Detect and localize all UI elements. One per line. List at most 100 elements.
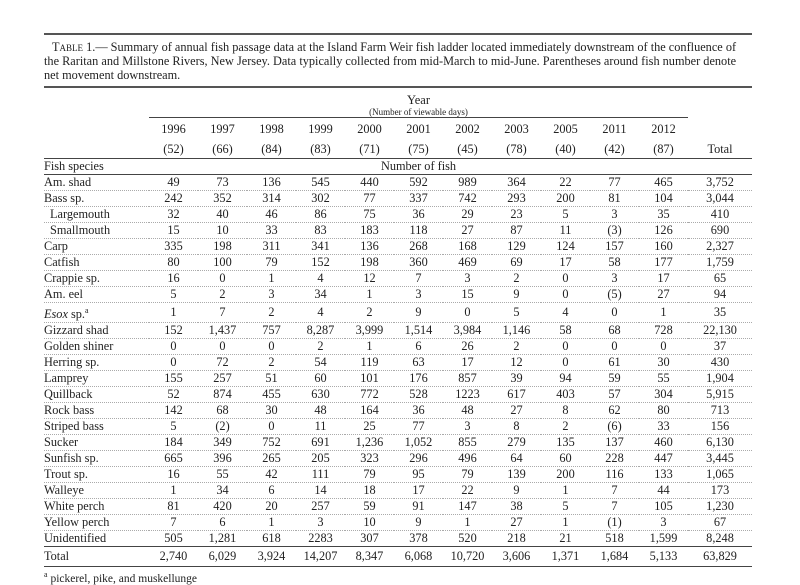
fish-count-cell: 105 (639, 498, 689, 516)
table-row: Golden shiner 0 0 0 2 1 6 26 2 0 0 0 37 (44, 338, 753, 356)
fish-count-cell: 323 (345, 450, 394, 468)
fish-count-cell: 81 (149, 498, 198, 516)
fish-count-cell: 0 (149, 338, 198, 356)
table-row: Am. eel 5 2 3 34 1 3 15 9 0 (5) 27 94 (44, 286, 753, 303)
fish-count-cell: 0 (443, 302, 492, 324)
table-row: Gizzard shad 152 1,437 757 8,287 3,999 1,514 3,… (44, 322, 753, 340)
fish-count-cell: 77 (590, 174, 639, 191)
fish-count-cell: 8 (541, 402, 590, 420)
fish-count-cell: 218 (492, 530, 541, 548)
fish-count-cell: 75 (345, 206, 394, 223)
fish-count-cell: 337 (394, 190, 443, 207)
fish-count-cell: 118 (394, 222, 443, 239)
fish-count-cell: 69 (492, 254, 541, 271)
totals-label: Total (44, 546, 149, 568)
fish-count-cell: (1) (590, 514, 639, 532)
species-label: Carp (44, 239, 68, 253)
fish-count-cell: 80 (149, 254, 198, 271)
fish-count-cell: 2 (247, 302, 296, 324)
species-name: Walleye (44, 482, 149, 500)
species-name: Lamprey (44, 370, 149, 388)
viewable-days: (78) (492, 137, 541, 159)
totals-row: Total 2,740 6,029 3,924 14,207 8,347 6,068 10,7… (44, 546, 753, 568)
fish-count-cell: 73 (198, 174, 247, 191)
fish-count-cell: 1,437 (198, 322, 247, 340)
fish-count-cell: 528 (394, 386, 443, 404)
caption-rule (44, 86, 752, 88)
fish-count-cell: 72 (198, 354, 247, 372)
footnote: a pickerel, pike, and muskellunge (44, 567, 752, 585)
species-total-cell: 67 (688, 514, 753, 532)
species-total-cell: 6,130 (688, 434, 753, 452)
caption-label: Table 1. (52, 40, 96, 54)
table-row: Striped bass 5 (2) 0 11 25 77 3 8 2 (6) 33 156 (44, 418, 753, 436)
fish-count-cell: 129 (492, 238, 541, 255)
species-total-cell: 2,327 (688, 238, 753, 255)
fish-count-cell: 86 (296, 206, 345, 223)
fish-count-cell: 3 (443, 270, 492, 287)
fish-count-cell: 268 (394, 238, 443, 255)
fish-count-cell: 1 (247, 514, 296, 532)
species-label: Herring sp. (44, 355, 100, 370)
fish-count-cell: 27 (443, 222, 492, 239)
fish-count-cell: 83 (296, 222, 345, 239)
fish-count-cell: 403 (541, 386, 590, 404)
fish-count-cell: 2283 (296, 530, 345, 548)
species-total-cell: 713 (688, 402, 753, 420)
species-label: Rock bass (44, 403, 95, 418)
fish-count-cell: 3 (590, 270, 639, 287)
fish-count-cell: 1,281 (198, 530, 247, 548)
fish-count-cell: 152 (149, 322, 198, 340)
species-total-cell: 1,904 (688, 370, 753, 388)
fish-count-cell: 7 (590, 498, 639, 516)
fish-count-cell: 1 (541, 514, 590, 532)
fish-count-cell: 0 (541, 338, 590, 356)
fish-count-cell: 1,599 (639, 530, 689, 548)
fish-count-cell: 0 (639, 338, 689, 356)
year-column-header: 1997 (210, 122, 235, 136)
table-row: Bass sp. 242 352 314 302 77 337 742 293 200 81 104 3… (44, 190, 753, 207)
species-name: Trout sp. (44, 466, 149, 484)
fish-count-cell: 7 (394, 270, 443, 287)
fish-count-cell: 116 (590, 466, 639, 484)
fish-count-cell: 857 (443, 370, 492, 388)
fish-count-cell: 44 (639, 482, 689, 500)
fish-count-cell: 2 (296, 338, 345, 356)
fish-count-cell: 855 (443, 434, 492, 452)
footnote-ref: a (85, 306, 89, 315)
fish-count-cell: 5 (149, 418, 198, 436)
fish-species-header: Fish species (44, 158, 149, 175)
fish-count-cell: 33 (639, 418, 689, 436)
grand-total-cell: 63,829 (688, 546, 753, 568)
fish-count-cell: 378 (394, 530, 443, 548)
fish-count-cell: 34 (198, 482, 247, 500)
fish-count-cell: 302 (296, 190, 345, 207)
viewable-days: (52) (149, 137, 198, 159)
fish-count-cell: 12 (492, 354, 541, 372)
fish-count-cell: 77 (345, 190, 394, 207)
fish-count-cell: 242 (149, 190, 198, 207)
year-total-cell: 2,740 (149, 546, 198, 568)
species-label: Walleye (44, 483, 84, 498)
fish-count-cell: 6 (198, 514, 247, 532)
fish-count-cell: (2) (198, 418, 247, 436)
table-row: Sucker 184 349 752 691 1,236 1,052 855 279 135 137… (44, 434, 753, 452)
species-name: Herring sp. (44, 354, 149, 372)
fish-count-cell: 420 (198, 498, 247, 516)
species-total-cell: 94 (688, 286, 753, 303)
fish-count-cell: 26 (443, 338, 492, 356)
fish-count-cell: 447 (639, 450, 689, 468)
table-row: Lamprey 155 257 51 60 101 176 857 39 94 59 55 1,904 (44, 370, 753, 388)
fish-count-cell: 4 (296, 270, 345, 287)
species-label: Sucker (44, 435, 79, 450)
fish-count-cell: 6 (394, 338, 443, 356)
viewable-days: (75) (394, 137, 443, 159)
species-total-cell: 173 (688, 482, 753, 500)
fish-count-cell: 1,514 (394, 322, 443, 340)
fish-count-cell: 55 (198, 466, 247, 484)
species-total-cell: 8,248 (688, 530, 753, 548)
fish-count-cell: 1 (149, 302, 198, 324)
fish-count-cell: (6) (590, 418, 639, 436)
species-name: Rock bass (44, 402, 149, 420)
fish-count-cell: 4 (296, 302, 345, 324)
